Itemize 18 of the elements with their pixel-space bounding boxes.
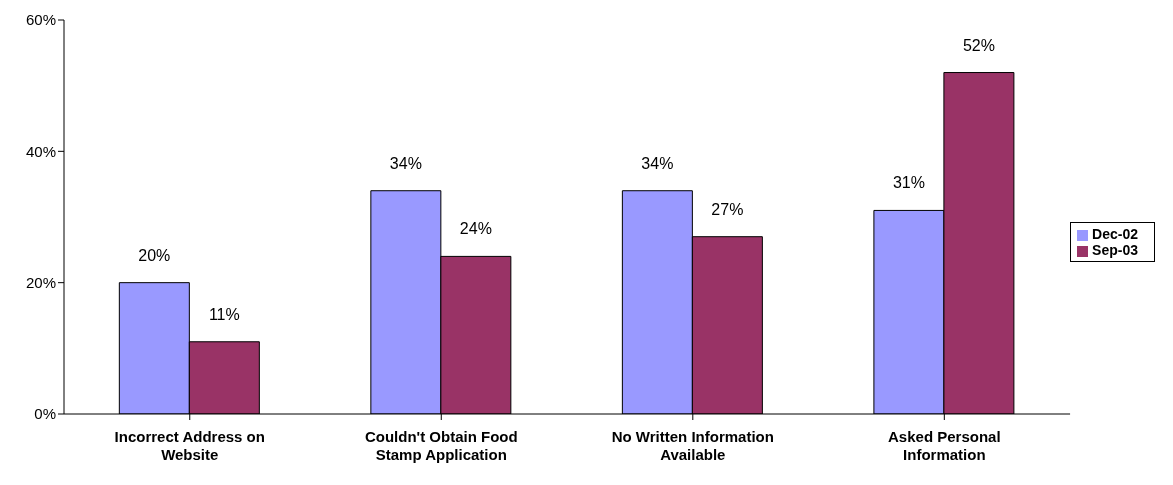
x-tick-label: Couldn't Obtain Food Stamp Application <box>364 428 518 463</box>
data-label: 31% <box>892 174 925 192</box>
x-tick-label: Incorrect Address on Website <box>114 428 265 463</box>
legend-label: Dec-02 <box>1092 226 1138 242</box>
data-label: 20% <box>138 246 171 264</box>
data-label: 27% <box>711 200 744 218</box>
y-tick-label: 60% <box>25 11 56 29</box>
data-label: 11% <box>208 305 240 323</box>
data-label: 34% <box>641 154 674 172</box>
data-label: 34% <box>389 154 422 172</box>
y-tick-label: 40% <box>25 142 56 160</box>
data-label: 52% <box>962 36 995 54</box>
x-tick-label: No Written Information Available <box>611 428 774 463</box>
y-tick-label: 0% <box>34 405 56 423</box>
data-label: 24% <box>459 220 492 238</box>
y-tick-label: 20% <box>25 273 56 291</box>
x-tick-label: Asked Personal Information <box>888 428 1001 463</box>
legend-label: Sep-03 <box>1092 242 1138 258</box>
